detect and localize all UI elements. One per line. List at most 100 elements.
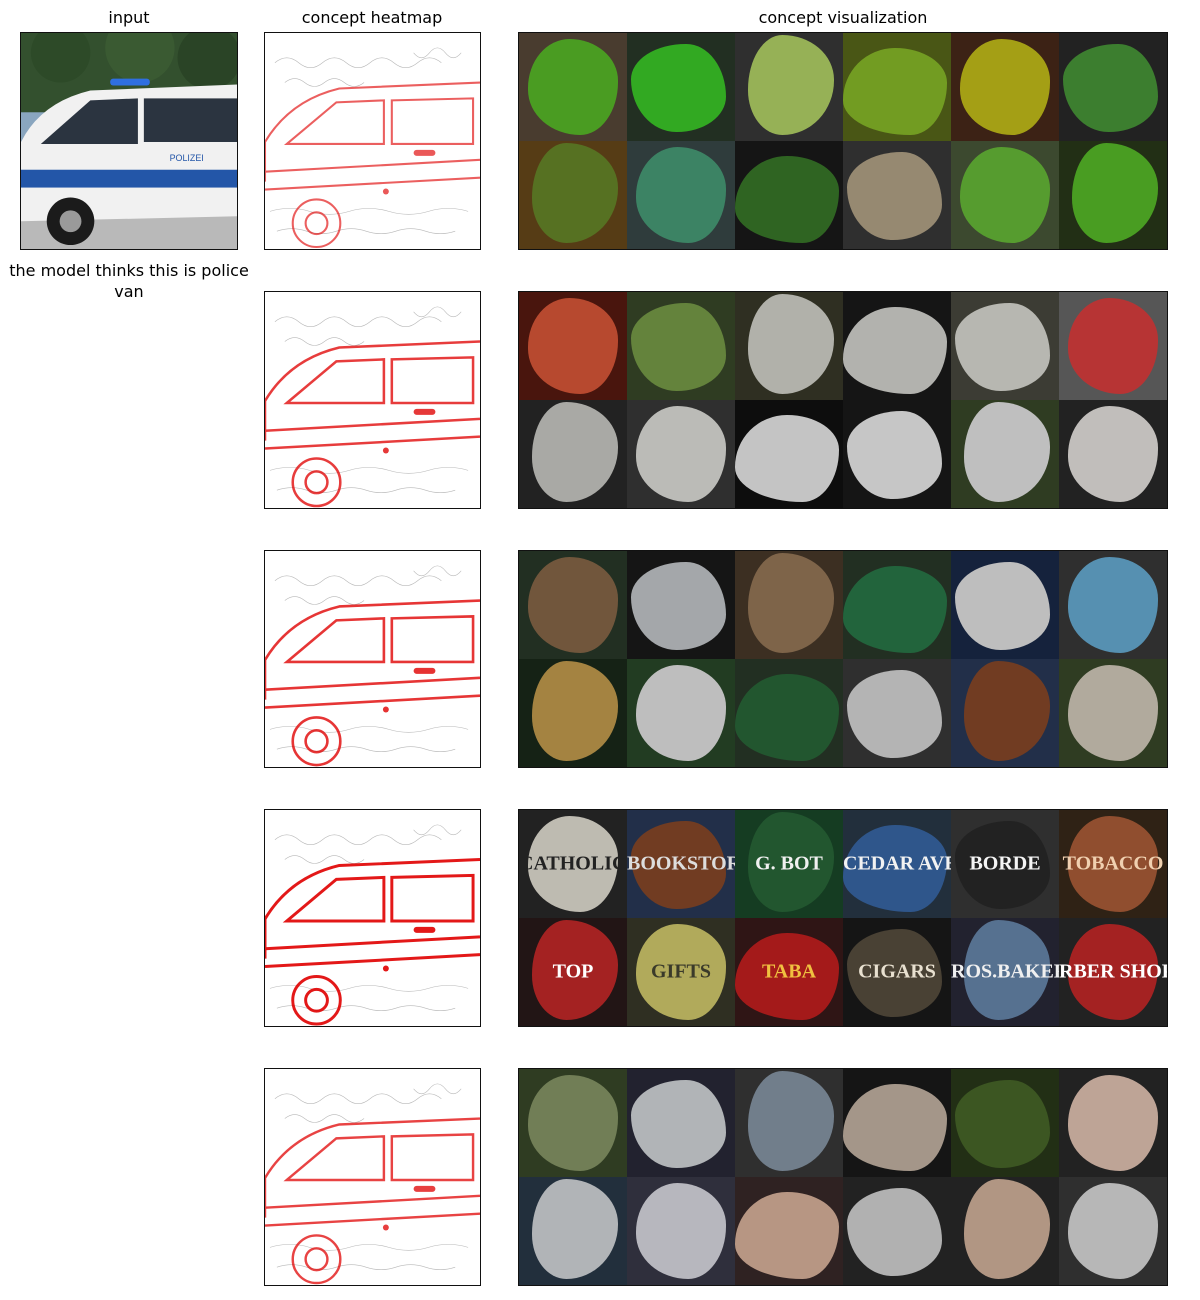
concept-patch (527, 39, 619, 135)
concept-patch (635, 147, 727, 243)
concept-example-tile (1059, 400, 1167, 508)
concept-visualization-5 (518, 1068, 1168, 1286)
dim-overlay (843, 551, 951, 659)
concept-example-tile: BORDE (951, 810, 1059, 918)
concept-visualization-3 (518, 550, 1168, 768)
concept-example-tile (843, 141, 951, 249)
dim-overlay (843, 1069, 951, 1177)
concept-patch (631, 820, 727, 910)
concept-example-tile: G. BOT (735, 810, 843, 918)
concept-patch (843, 48, 947, 135)
sign-text: CEDAR AVE (843, 852, 951, 875)
dim-overlay (735, 659, 843, 767)
dim-overlay (1059, 659, 1167, 767)
concept-example-tile (951, 1069, 1059, 1177)
concept-example-tile (951, 659, 1059, 767)
concept-example-tile: GIFTS (627, 918, 735, 1026)
dim-overlay (627, 292, 735, 400)
sign-text: TOBACCO (1062, 852, 1164, 875)
concept-patch (847, 151, 943, 241)
dim-overlay (1059, 292, 1167, 400)
sign-text: BOOKSTORE (627, 852, 735, 875)
dim-overlay (627, 1177, 735, 1285)
concept-patch (1067, 665, 1159, 761)
concept-patch (735, 1192, 839, 1279)
dim-overlay (627, 400, 735, 508)
concept-heatmap-4 (264, 809, 481, 1027)
dim-overlay (1059, 33, 1167, 141)
concept-example-tile (1059, 292, 1167, 400)
concept-example-tile (843, 33, 951, 141)
heatmap-drawing (265, 810, 480, 1026)
concept-example-tile (519, 292, 627, 400)
dim-overlay (627, 551, 735, 659)
dim-overlay (1059, 1069, 1167, 1177)
concept-example-tile (951, 400, 1059, 508)
concept-example-tile (519, 400, 627, 508)
concept-heatmap-5 (264, 1068, 481, 1286)
concept-patch (1067, 406, 1159, 502)
concept-patch (1067, 1075, 1159, 1171)
concept-example-tile (1059, 551, 1167, 659)
concept-patch (843, 1084, 947, 1171)
dim-overlay (627, 1069, 735, 1177)
concept-example-tile (735, 1177, 843, 1285)
dim-overlay (951, 400, 1059, 508)
concept-example-tile: TOBACCO (1059, 810, 1167, 918)
concept-visualization-2 (518, 291, 1168, 509)
concept-example-tile (1059, 141, 1167, 249)
concept-example-tile (843, 1069, 951, 1177)
concept-example-tile (843, 551, 951, 659)
concept-patch (843, 307, 947, 394)
concept-example-tile: BOOKSTORE (627, 810, 735, 918)
concept-example-tile: CEDAR AVE (843, 810, 951, 918)
heatmap-column-title: concept heatmap (301, 8, 443, 27)
concept-example-tile (627, 33, 735, 141)
dim-overlay (519, 1177, 627, 1285)
concept-example-tile (627, 1177, 735, 1285)
dim-overlay (519, 1069, 627, 1177)
concept-patch (735, 415, 839, 502)
dim-overlay (735, 810, 843, 918)
concept-patch (843, 566, 947, 653)
dim-overlay (735, 1177, 843, 1285)
dim-overlay (951, 810, 1059, 918)
concept-patch (631, 561, 727, 651)
dim-overlay (1059, 918, 1167, 1026)
concept-example-tile (1059, 33, 1167, 141)
dim-overlay (735, 1069, 843, 1177)
concept-patch (847, 928, 943, 1018)
concept-heatmap-2 (264, 291, 481, 509)
concept-example-tile (627, 1069, 735, 1177)
concept-patch (735, 156, 839, 243)
concept-patch (1067, 924, 1159, 1020)
concept-example-tile: ROS.BAKERY (951, 918, 1059, 1026)
dim-overlay (735, 141, 843, 249)
concept-example-tile (627, 400, 735, 508)
concept-example-tile: CIGARS (843, 918, 951, 1026)
concept-example-tile (627, 551, 735, 659)
dim-overlay (951, 918, 1059, 1026)
dim-overlay (1059, 810, 1167, 918)
concept-patch (847, 410, 943, 500)
concept-visualization-1 (518, 32, 1168, 250)
concept-example-tile (519, 659, 627, 767)
dim-overlay (951, 1069, 1059, 1177)
sign-text: BORDE (969, 852, 1041, 875)
dim-overlay (519, 659, 627, 767)
concept-patch (1067, 1183, 1159, 1279)
dim-overlay (627, 810, 735, 918)
dim-overlay (627, 141, 735, 249)
concept-patch (527, 816, 619, 912)
dim-overlay (843, 1177, 951, 1285)
concept-example-tile (951, 1177, 1059, 1285)
concept-example-tile (519, 1177, 627, 1285)
concept-example-tile (843, 1177, 951, 1285)
concept-example-tile (1059, 1177, 1167, 1285)
concept-example-tile (951, 292, 1059, 400)
concept-patch (635, 406, 727, 502)
dim-overlay (735, 292, 843, 400)
dim-overlay (735, 33, 843, 141)
dim-overlay (843, 33, 951, 141)
dim-overlay (519, 141, 627, 249)
